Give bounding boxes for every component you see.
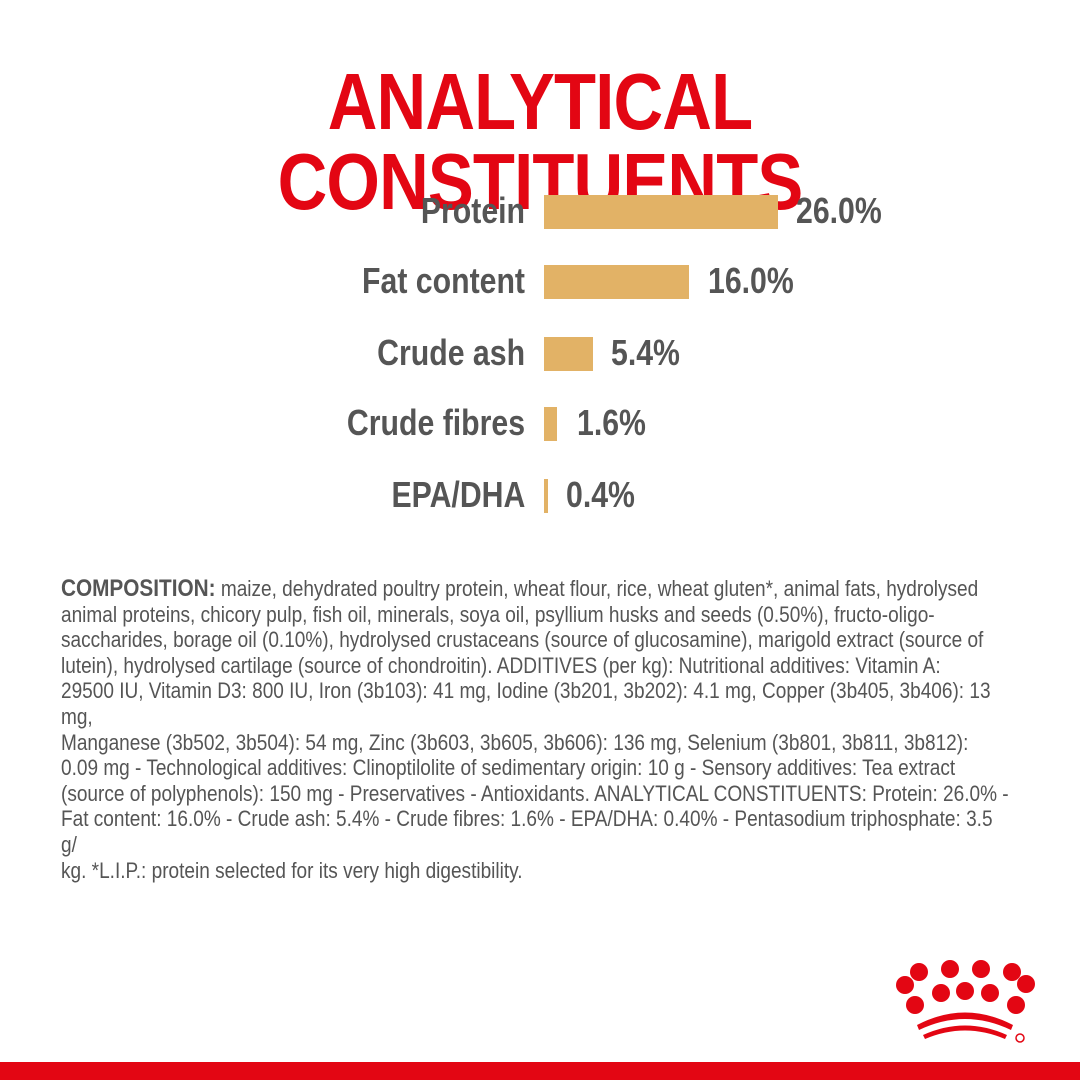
chart-row-crude-fibres: Crude fibres 1.6% [0,402,1080,445]
row-label: Crude fibres [346,402,525,443]
brand-logo [895,950,1035,1045]
composition-line: animal proteins, chicory pulp, fish oil,… [61,601,935,627]
composition-line: Fat content: 16.0% - Crude ash: 5.4% - C… [61,806,993,857]
composition-line: 0.09 mg - Technological additives: Clino… [61,755,956,781]
row-label: Protein [420,190,525,231]
row-value: 16.0% [708,260,794,301]
chart-row-protein: Protein 26.0% [0,190,1080,233]
composition-line: (source of polyphenols): 150 mg - Preser… [61,780,1009,806]
constituents-bar-chart: Protein 26.0% Fat content 16.0% Crude as… [0,190,1080,517]
bar [544,195,778,229]
composition-line: lutein), hydrolysed cartilage (source of… [61,652,941,678]
chart-row-crude-ash: Crude ash 5.4% [0,332,1080,375]
row-value: 5.4% [611,332,680,373]
bottom-brand-stripe [0,1062,1080,1080]
row-value: 0.4% [566,474,635,515]
page-title: ANALYTICAL CONSTITUENTS [277,57,804,226]
row-label: Fat content [362,260,525,301]
composition-text: COMPOSITION: maize, dehydrated poultry p… [61,576,1013,883]
row-label: EPA/DHA [391,474,525,515]
composition-line: saccharides, borage oil (0.10%), hydroly… [61,627,984,653]
composition-heading: COMPOSITION: [61,575,216,602]
bar [544,337,593,371]
bar [544,479,548,513]
row-value: 1.6% [577,402,646,443]
composition-line: Manganese (3b502, 3b504): 54 mg, Zinc (3… [61,729,969,755]
chart-row-epa-dha: EPA/DHA 0.4% [0,474,1080,517]
composition-line: kg. *L.I.P.: protein selected for its ve… [61,857,523,883]
bar [544,265,689,299]
composition-line: COMPOSITION: maize, dehydrated poultry p… [61,575,979,602]
row-label: Crude ash [377,332,525,373]
chart-row-fat-content: Fat content 16.0% [0,260,1080,303]
crown-icon [896,960,1035,1043]
bar [544,407,557,441]
row-value: 26.0% [796,190,882,231]
composition-line: 29500 IU, Vitamin D3: 800 IU, Iron (3b10… [61,678,991,729]
